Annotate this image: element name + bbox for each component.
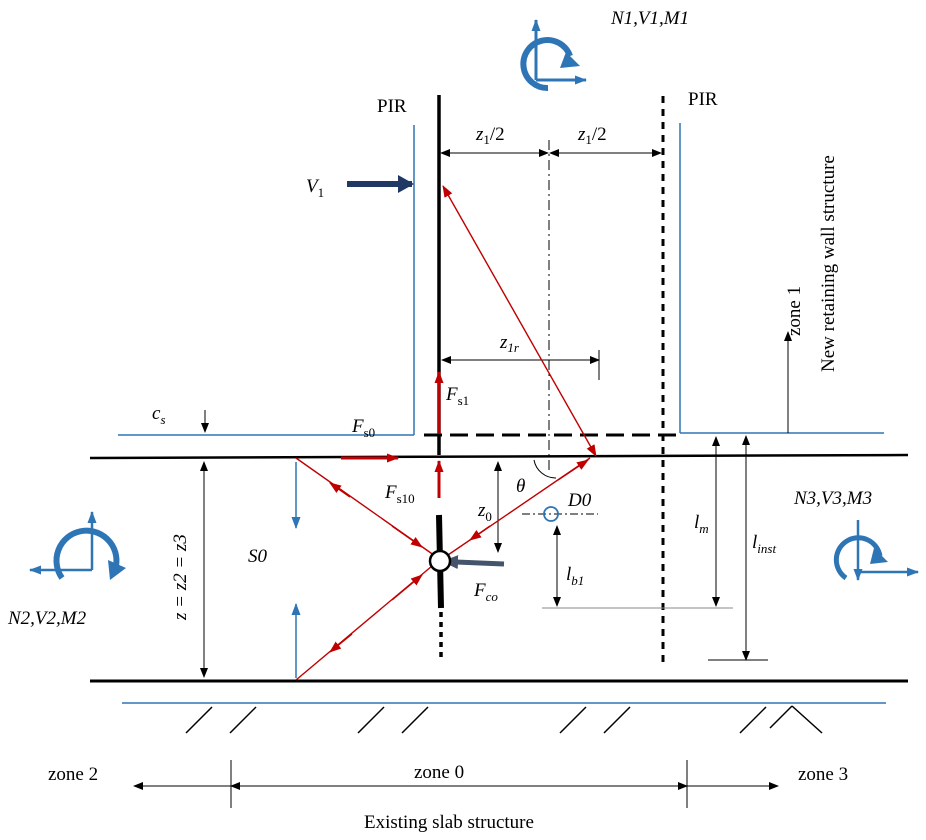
wall-lines [118, 123, 884, 437]
pir-left-label: PIR [377, 96, 407, 117]
load-right-label: N3,V3,M3 [793, 488, 872, 509]
load-top-label: N1,V1,M1 [610, 8, 689, 29]
V1-label: V1 [306, 176, 324, 200]
Fs0-label: Fs0 [351, 416, 375, 440]
theta-arc [533, 459, 557, 479]
load-symbol-right [833, 520, 919, 581]
strut-tie-members [295, 185, 597, 681]
zone0-label: zone 0 [414, 762, 464, 783]
slab-top [89, 453, 909, 460]
load-left-label: N2,V2,M2 [7, 608, 87, 629]
cs-label: cs [152, 403, 166, 427]
load-symbol-top [520, 19, 587, 92]
slab [89, 453, 909, 734]
S0-label: S0 [248, 546, 268, 567]
new-wall-label: New retaining wall structure [818, 155, 839, 372]
lb1-label: lb1 [566, 564, 584, 588]
Fs10-label: Fs10 [384, 482, 415, 506]
D0-label: D0 [567, 490, 592, 511]
main-strut [442, 185, 597, 457]
Fco-arrow [442, 555, 505, 570]
pir-right-label: PIR [688, 89, 718, 110]
force-arrows [341, 371, 444, 498]
Fco-label: Fco [473, 580, 498, 604]
node-circle [428, 549, 452, 573]
linst-label: linst [752, 532, 776, 556]
z-equals-label: z = z2 = z3 [170, 534, 191, 621]
z1-half-right-label: z1/2 [577, 124, 607, 147]
ground-hatch [185, 705, 823, 734]
z1r-label: z1r [499, 332, 520, 355]
z0-label: z0 [477, 500, 492, 524]
theta-label: θ [516, 476, 525, 497]
zone3-label: zone 3 [798, 764, 848, 785]
z1-half-left-label: z1/2 [475, 124, 505, 147]
existing-slab-label: Existing slab structure [364, 812, 534, 833]
Fs1-label: Fs1 [445, 384, 469, 408]
load-symbol-left [29, 511, 126, 580]
d0-circle [543, 506, 559, 522]
dimensions [133, 149, 792, 808]
lm-label: lm [694, 512, 709, 536]
zone2-label: zone 2 [48, 764, 98, 785]
zone1-label: zone 1 [784, 286, 805, 336]
